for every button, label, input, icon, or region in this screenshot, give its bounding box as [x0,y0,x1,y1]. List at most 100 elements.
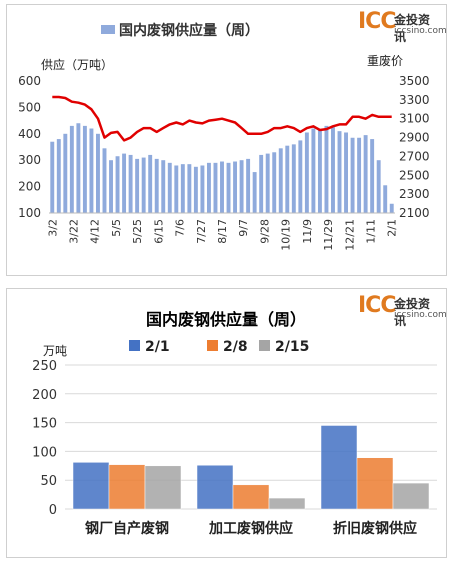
supply-bar [154,158,159,213]
icc-logo: ICC 金投资讯 iccsino.com [358,293,447,328]
supply-bar [122,153,127,213]
x-tick-label: 11/29 [322,219,335,251]
supply-bar [193,166,198,213]
supply-bar [311,128,316,213]
supply-bar [389,203,394,213]
category-bar [320,425,358,510]
supply-bar [76,123,81,213]
x-tick-label: 3/2 [46,219,59,237]
y-left-tick-label: 300 [18,153,41,167]
y-right-tick-label: 2500 [399,168,430,182]
supply-bar [148,154,153,213]
logo-mark: ICC [358,293,396,318]
supply-bar [259,154,264,213]
x-tick-label: 10/19 [280,219,293,251]
right-axis-title: 重废价 [367,53,403,68]
y-tick-label: 0 [49,503,57,518]
supply-bar [102,148,107,213]
bottom-chart-panel: ICC 金投资讯 iccsino.com 国内废钢供应量（周） 万吨 2/1 2/… [6,288,447,558]
supply-bar [317,129,322,213]
x-tick-label: 5/5 [110,219,123,237]
x-tick-label: 2/1 [386,219,399,237]
category-label: 折旧废钢供应 [333,520,417,537]
supply-bar [206,162,211,213]
category-bar [72,462,110,510]
supply-bar [376,160,381,213]
y-right-tick-label: 3500 [399,74,430,88]
category-bar [392,482,430,510]
supply-bar [285,145,290,213]
x-tick-label: 7/27 [195,219,208,244]
supply-bar [109,160,113,213]
supply-bar [324,125,329,213]
x-tick-label: 7/6 [174,219,187,237]
x-tick-label: 8/17 [216,219,229,244]
supply-bar [337,131,342,213]
y-left-tick-label: 400 [18,127,41,141]
left-axis-title: 供应（万吨） [41,57,113,72]
supply-bar [180,164,185,213]
y-left-tick-label: 200 [18,180,41,194]
category-bar [196,464,234,510]
legend-label: 2/15 [275,339,309,355]
supply-bar [167,162,172,213]
supply-bar [298,140,303,213]
x-tick-label: 6/15 [152,219,165,244]
supply-bar [278,148,283,213]
price-line [52,95,392,142]
supply-bar [200,165,205,213]
supply-bar [50,141,55,213]
category-bar [268,497,306,510]
supply-bar [357,137,362,213]
y-axis-title: 万吨 [43,344,67,358]
y-right-tick-label: 2100 [399,206,430,220]
legend-label: 2/8 [223,339,248,355]
supply-bar [56,139,61,213]
y-tick-label: 250 [32,359,57,374]
supply-bar [331,127,335,213]
legend-swatch [207,340,218,351]
supply-bar [89,128,94,213]
supply-bar [272,152,277,213]
legend-label: 2/1 [145,339,170,355]
supply-bar [370,139,375,213]
y-tick-label: 50 [40,474,57,489]
x-tick-label: 11/9 [301,219,314,244]
x-tick-label: 5/25 [131,219,144,244]
logo-url: iccsino.com [394,310,447,320]
supply-bar [252,172,257,213]
y-right-tick-label: 3300 [399,93,430,107]
x-tick-label: 1/11 [365,219,378,244]
x-tick-label: 9/7 [237,219,250,237]
supply-bar [69,125,74,213]
supply-bar [141,157,146,213]
y-tick-label: 100 [32,445,57,460]
supply-bar [220,161,224,213]
legend-swatch [129,340,140,351]
category-bar [356,457,394,510]
supply-bar [383,185,388,213]
category-comparison-chart: 国内废钢供应量（周） 万吨 2/1 2/8 2/15 0 50 100 150 200 250… [32,310,437,537]
supply-bar [96,133,100,213]
category-label: 加工废钢供应 [208,520,293,537]
logo-cn: 金投资讯 [394,297,431,328]
logo-mark: ICC [358,9,396,34]
category-bar [108,464,146,510]
supply-bar [135,158,140,213]
supply-bar [115,156,120,213]
supply-bar [233,161,238,213]
supply-bar [350,137,355,213]
y-left-tick-label: 100 [18,206,41,220]
y-left-tick-label: 600 [18,74,41,88]
y-right-tick-label: 2300 [399,187,430,201]
y-tick-label: 150 [32,417,57,432]
category-label: 钢厂自产废钢 [85,520,169,537]
supply-bar [344,132,348,213]
y-right-tick-label: 3100 [399,112,430,126]
x-tick-label: 4/12 [89,219,102,244]
y-right-tick-label: 2700 [399,149,430,163]
legend-swatch [101,25,115,34]
legend-swatch [259,340,270,351]
supply-bar [161,160,166,213]
supply-bar [239,160,244,213]
